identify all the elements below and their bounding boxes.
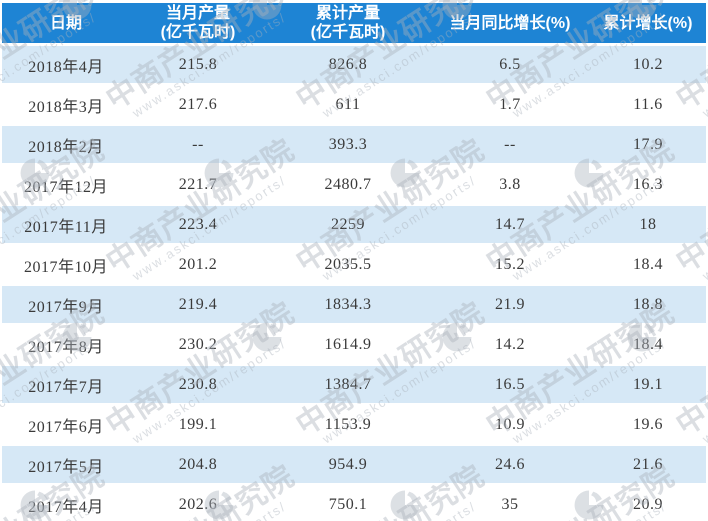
cell-monthly-yoy-growth: 16.5 bbox=[430, 366, 590, 403]
header-date-line1: 日期 bbox=[49, 14, 82, 32]
cell-monthly-output: 230.8 bbox=[130, 366, 266, 403]
cell-date: 2017年9月 bbox=[2, 286, 130, 323]
cell-monthly-yoy-growth: 14.2 bbox=[430, 326, 590, 363]
header-cumulative-growth-line1: 累计增长(%) bbox=[603, 14, 693, 32]
table-body: 2018年4月 215.8 826.8 6.5 10.2 2018年3月 217… bbox=[2, 46, 706, 521]
cell-monthly-output: 199.1 bbox=[130, 406, 266, 443]
cell-cumulative-output: 2480.7 bbox=[266, 166, 430, 203]
cell-cumulative-growth: 11.6 bbox=[590, 86, 706, 123]
cell-cumulative-growth: 18.4 bbox=[590, 246, 706, 283]
cell-monthly-yoy-growth: 1.7 bbox=[430, 86, 590, 123]
table-row: 2017年11月 223.4 2259 14.7 18 bbox=[2, 206, 706, 243]
cell-cumulative-output: 1614.9 bbox=[266, 326, 430, 363]
header-cumulative-output-line1: 累计产量 bbox=[315, 5, 380, 22]
cell-monthly-output: 202.6 bbox=[130, 486, 266, 521]
cell-date: 2017年10月 bbox=[2, 246, 130, 283]
cell-cumulative-growth: 18 bbox=[590, 206, 706, 243]
cell-date: 2017年8月 bbox=[2, 326, 130, 363]
table-row: 2018年2月 -- 393.3 -- 17.9 bbox=[2, 126, 706, 163]
table-header: 日期 当月产量 (亿千瓦时) 累计产量 (亿千瓦时) 当月同比增长(%) bbox=[2, 3, 706, 43]
cell-monthly-output: 230.2 bbox=[130, 326, 266, 363]
header-monthly-output-line1: 当月产量 bbox=[165, 5, 230, 22]
cell-cumulative-output: 611 bbox=[266, 86, 430, 123]
cell-monthly-output: 219.4 bbox=[130, 286, 266, 323]
header-monthly-output-line2: (亿千瓦时) bbox=[160, 24, 236, 41]
cell-cumulative-output: 393.3 bbox=[266, 126, 430, 163]
cell-monthly-output: 201.2 bbox=[130, 246, 266, 283]
table-row: 2018年4月 215.8 826.8 6.5 10.2 bbox=[2, 46, 706, 83]
cell-date: 2018年2月 bbox=[2, 126, 130, 163]
cell-date: 2018年3月 bbox=[2, 86, 130, 123]
header-date: 日期 bbox=[2, 3, 130, 43]
cell-cumulative-output: 826.8 bbox=[266, 46, 430, 83]
cell-monthly-yoy-growth: 10.9 bbox=[430, 406, 590, 443]
cell-monthly-output: -- bbox=[130, 126, 266, 163]
table-row: 2018年3月 217.6 611 1.7 11.6 bbox=[2, 86, 706, 123]
cell-cumulative-growth: 10.2 bbox=[590, 46, 706, 83]
cell-date: 2018年4月 bbox=[2, 46, 130, 83]
cell-cumulative-growth: 20.9 bbox=[590, 486, 706, 521]
cell-date: 2017年7月 bbox=[2, 366, 130, 403]
cell-cumulative-growth: 21.6 bbox=[590, 446, 706, 483]
cell-cumulative-output: 954.9 bbox=[266, 446, 430, 483]
cell-monthly-yoy-growth: 35 bbox=[430, 486, 590, 521]
cell-monthly-yoy-growth: -- bbox=[430, 126, 590, 163]
cell-monthly-output: 223.4 bbox=[130, 206, 266, 243]
cell-date: 2017年5月 bbox=[2, 446, 130, 483]
header-cumulative-growth: 累计增长(%) bbox=[590, 3, 706, 43]
cell-cumulative-output: 750.1 bbox=[266, 486, 430, 521]
header-cumulative-output: 累计产量 (亿千瓦时) bbox=[266, 3, 430, 43]
table-row: 2017年5月 204.8 954.9 24.6 21.6 bbox=[2, 446, 706, 483]
cell-monthly-yoy-growth: 24.6 bbox=[430, 446, 590, 483]
header-monthly-output: 当月产量 (亿千瓦时) bbox=[130, 3, 266, 43]
header-monthly-yoy-growth-line1: 当月同比增长(%) bbox=[449, 14, 571, 32]
cell-monthly-output: 221.7 bbox=[130, 166, 266, 203]
cell-cumulative-output: 1153.9 bbox=[266, 406, 430, 443]
cell-date: 2017年4月 bbox=[2, 486, 130, 521]
cell-monthly-yoy-growth: 15.2 bbox=[430, 246, 590, 283]
cell-cumulative-growth: 19.6 bbox=[590, 406, 706, 443]
cell-cumulative-growth: 18.4 bbox=[590, 326, 706, 363]
cell-monthly-yoy-growth: 3.8 bbox=[430, 166, 590, 203]
cell-monthly-output: 204.8 bbox=[130, 446, 266, 483]
header-monthly-yoy-growth: 当月同比增长(%) bbox=[430, 3, 590, 43]
cell-cumulative-output: 2035.5 bbox=[266, 246, 430, 283]
cell-monthly-output: 215.8 bbox=[130, 46, 266, 83]
cell-date: 2017年11月 bbox=[2, 206, 130, 243]
table-row: 2017年10月 201.2 2035.5 15.2 18.4 bbox=[2, 246, 706, 283]
table-row: 2017年12月 221.7 2480.7 3.8 16.3 bbox=[2, 166, 706, 203]
table-row: 2017年6月 199.1 1153.9 10.9 19.6 bbox=[2, 406, 706, 443]
table-row: 2017年7月 230.8 1384.7 16.5 19.1 bbox=[2, 366, 706, 403]
header-cumulative-output-line2: (亿千瓦时) bbox=[310, 24, 386, 41]
cell-cumulative-growth: 18.8 bbox=[590, 286, 706, 323]
cell-monthly-yoy-growth: 6.5 bbox=[430, 46, 590, 83]
cell-cumulative-growth: 19.1 bbox=[590, 366, 706, 403]
cell-cumulative-output: 2259 bbox=[266, 206, 430, 243]
cell-cumulative-growth: 17.9 bbox=[590, 126, 706, 163]
table-row: 2017年9月 219.4 1834.3 21.9 18.8 bbox=[2, 286, 706, 323]
cell-cumulative-growth: 16.3 bbox=[590, 166, 706, 203]
cell-monthly-yoy-growth: 14.7 bbox=[430, 206, 590, 243]
cell-cumulative-output: 1834.3 bbox=[266, 286, 430, 323]
table-header-row: 日期 当月产量 (亿千瓦时) 累计产量 (亿千瓦时) 当月同比增长(%) bbox=[2, 3, 706, 43]
cell-monthly-yoy-growth: 21.9 bbox=[430, 286, 590, 323]
cell-cumulative-output: 1384.7 bbox=[266, 366, 430, 403]
cell-date: 2017年6月 bbox=[2, 406, 130, 443]
table-row: 2017年8月 230.2 1614.9 14.2 18.4 bbox=[2, 326, 706, 363]
table-row: 2017年4月 202.6 750.1 35 20.9 bbox=[2, 486, 706, 521]
cell-date: 2017年12月 bbox=[2, 166, 130, 203]
cell-monthly-output: 217.6 bbox=[130, 86, 266, 123]
